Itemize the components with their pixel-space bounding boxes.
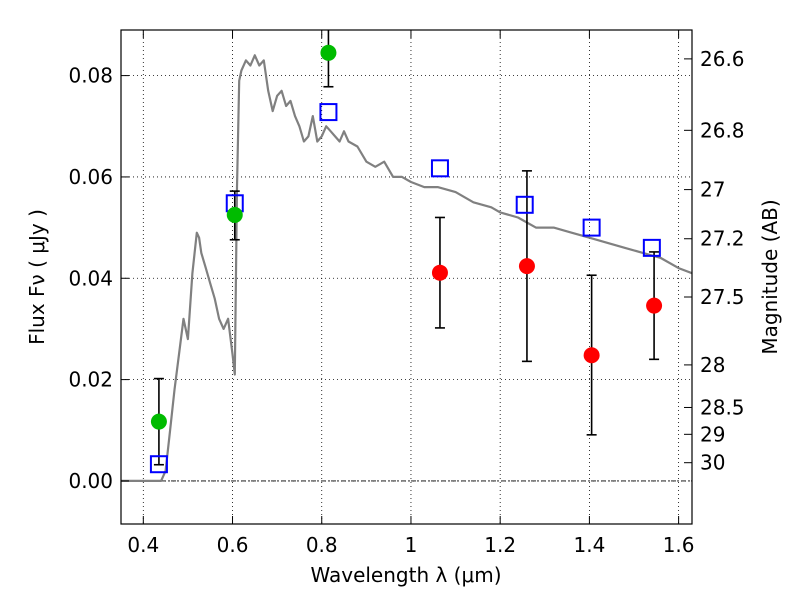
model-photometry-point: [642, 238, 661, 257]
right-tick-label: 27.5: [700, 285, 745, 309]
x-tick-label: 1.4: [573, 533, 605, 557]
model-photometry-point: [515, 195, 534, 214]
model-spectrum-line: [121, 54, 692, 482]
right-tick-label: 28.5: [700, 395, 745, 419]
red-data-point: [583, 347, 600, 364]
model-photometry-point: [582, 218, 601, 237]
y-tick-label: 0.02: [68, 368, 113, 392]
y-tick-label: 0.00: [68, 469, 113, 493]
right-tick-label: 27.2: [700, 227, 745, 251]
x-tick-label: 1.2: [484, 533, 516, 557]
y-tick-label: 0.08: [68, 64, 113, 88]
x-tick-label: 0.6: [217, 533, 249, 557]
right-axis-label: Magnitude (AB): [758, 199, 782, 354]
right-axis: 26.6 26.8 27 27.2 27.5 28 28.5 29 30: [684, 47, 745, 475]
x-tick-label: 1: [405, 533, 418, 557]
right-tick-label: 26.6: [700, 47, 745, 71]
right-tick-label: 27: [700, 178, 725, 202]
x-tick-label: 0.8: [306, 533, 338, 557]
green-data-point: [226, 206, 243, 223]
green-data-point: [320, 44, 337, 61]
right-tick-label: 30: [700, 451, 725, 475]
plot-frame: [120, 29, 693, 525]
x-tick-label: 0.4: [127, 533, 159, 557]
y-tick-label: 0.06: [68, 165, 113, 189]
plot-area: [121, 30, 692, 482]
model-photometry-point: [319, 103, 338, 122]
x-axis: 0.4 0.6 0.8 1 1.2 1.4 1.6: [127, 30, 695, 557]
red-data-point: [646, 297, 663, 314]
model-photometry-point: [430, 159, 449, 178]
model-photometry-point: [149, 455, 168, 474]
right-tick-label: 29: [700, 422, 725, 446]
x-tick-label: 1.6: [663, 533, 695, 557]
red-data-point: [518, 258, 535, 275]
y-axis: 0.00 0.02 0.04 0.06 0.08: [68, 64, 129, 493]
right-tick-label: 28: [700, 353, 725, 377]
green-data-point: [150, 413, 167, 430]
right-tick-label: 26.8: [700, 118, 745, 142]
x-axis-label: Wavelength λ (μm): [310, 563, 501, 587]
y-tick-label: 0.04: [68, 266, 113, 290]
red-data-point: [431, 264, 448, 281]
y-axis-label: Flux Fν ( μJy ): [25, 209, 49, 345]
